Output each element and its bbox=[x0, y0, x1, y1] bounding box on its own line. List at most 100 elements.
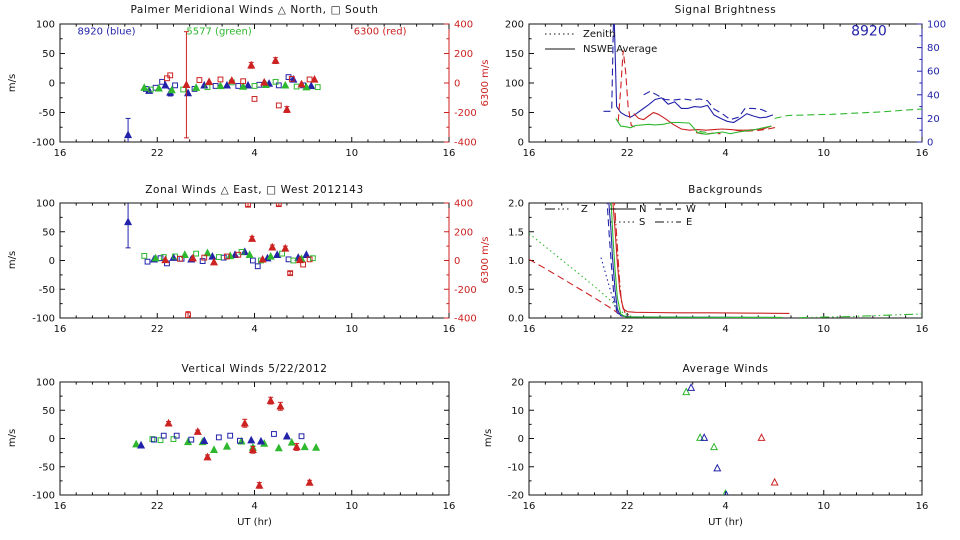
svg-text:22: 22 bbox=[621, 148, 634, 159]
svg-text:150: 150 bbox=[505, 49, 524, 60]
svg-text:16: 16 bbox=[523, 324, 536, 335]
svg-text:16: 16 bbox=[916, 148, 929, 159]
svg-text:4: 4 bbox=[722, 148, 728, 159]
brightness-title: Signal Brightness bbox=[674, 4, 777, 16]
svg-text:10: 10 bbox=[345, 501, 358, 512]
svg-text:40: 40 bbox=[927, 90, 940, 101]
svg-text:E: E bbox=[686, 217, 692, 228]
svg-text:1.5: 1.5 bbox=[508, 227, 524, 238]
backgrounds-title: Backgrounds bbox=[688, 184, 763, 196]
svg-text:NSWE Average: NSWE Average bbox=[583, 44, 657, 55]
svg-text:-200: -200 bbox=[454, 285, 477, 296]
svg-text:22: 22 bbox=[621, 324, 634, 335]
svg-text:10: 10 bbox=[817, 324, 830, 335]
svg-text:400: 400 bbox=[454, 199, 473, 210]
svg-text:-20: -20 bbox=[508, 491, 524, 502]
svg-text:22: 22 bbox=[151, 324, 164, 335]
svg-text:22: 22 bbox=[151, 148, 164, 159]
svg-text:10: 10 bbox=[345, 148, 358, 159]
average-y-axis-label: m/s bbox=[482, 428, 494, 448]
svg-text:50: 50 bbox=[42, 227, 55, 238]
svg-text:-400: -400 bbox=[454, 314, 477, 325]
svg-text:0: 0 bbox=[454, 79, 460, 90]
svg-text:-10: -10 bbox=[508, 462, 524, 473]
svg-text:-50: -50 bbox=[39, 108, 55, 119]
svg-text:60: 60 bbox=[927, 67, 940, 78]
svg-text:16: 16 bbox=[443, 501, 456, 512]
svg-text:20: 20 bbox=[511, 378, 524, 389]
vertical-y-axis-label: m/s bbox=[6, 428, 18, 448]
svg-text:2.0: 2.0 bbox=[508, 199, 524, 210]
svg-text:4: 4 bbox=[722, 501, 728, 512]
svg-text:6300 (red): 6300 (red) bbox=[354, 27, 407, 38]
svg-text:Z: Z bbox=[581, 204, 588, 215]
meridional-right-axis-label: 6300 m/s bbox=[479, 59, 491, 107]
average-title: Average Winds bbox=[682, 363, 769, 375]
svg-text:100: 100 bbox=[505, 79, 524, 90]
svg-text:10: 10 bbox=[817, 148, 830, 159]
svg-text:200: 200 bbox=[454, 227, 473, 238]
svg-text:0: 0 bbox=[454, 256, 460, 267]
svg-text:20: 20 bbox=[927, 114, 940, 125]
svg-text:1.0: 1.0 bbox=[508, 256, 524, 267]
svg-text:100: 100 bbox=[36, 20, 55, 31]
svg-text:5577 (green): 5577 (green) bbox=[186, 27, 251, 38]
svg-text:16: 16 bbox=[54, 148, 67, 159]
svg-text:0: 0 bbox=[518, 138, 524, 149]
svg-text:10: 10 bbox=[817, 501, 830, 512]
svg-text:4: 4 bbox=[251, 148, 257, 159]
svg-text:100: 100 bbox=[36, 199, 55, 210]
svg-text:50: 50 bbox=[511, 108, 524, 119]
svg-text:22: 22 bbox=[621, 501, 634, 512]
svg-text:8920 (blue): 8920 (blue) bbox=[78, 27, 136, 38]
svg-text:80: 80 bbox=[927, 43, 940, 54]
svg-text:S: S bbox=[639, 217, 645, 228]
average-x-axis-label: UT (hr) bbox=[708, 517, 743, 528]
plot-meridional: 16 22 4 10 16-100-50050100-400-2000200400892… bbox=[32, 20, 476, 160]
svg-text:0.5: 0.5 bbox=[508, 285, 524, 296]
svg-text:Zenith: Zenith bbox=[583, 29, 615, 40]
svg-text:-50: -50 bbox=[39, 285, 55, 296]
svg-text:-200: -200 bbox=[454, 108, 477, 119]
meridional-title: Palmer Meridional Winds △ North, □ South bbox=[130, 4, 379, 16]
svg-text:16: 16 bbox=[916, 501, 929, 512]
plot-backgrounds: 16 22 4 10 160.00.51.01.52.0 Z N WS E bbox=[508, 199, 929, 336]
meridional-y-axis-label: m/s bbox=[6, 73, 18, 93]
svg-text:10: 10 bbox=[511, 406, 524, 417]
svg-text:4: 4 bbox=[251, 324, 257, 335]
svg-text:100: 100 bbox=[927, 20, 946, 31]
svg-text:200: 200 bbox=[505, 20, 524, 31]
plot-signal-brightness: 16 22 4 10 160501001502000204060801008920Zen… bbox=[505, 20, 946, 160]
svg-text:-50: -50 bbox=[39, 462, 55, 473]
svg-text:22: 22 bbox=[151, 501, 164, 512]
svg-text:0: 0 bbox=[49, 434, 55, 445]
zonal-title: Zonal Winds △ East, □ West 2012143 bbox=[145, 184, 364, 196]
svg-text:W: W bbox=[686, 204, 696, 215]
svg-text:16: 16 bbox=[443, 324, 456, 335]
svg-text:16: 16 bbox=[916, 324, 929, 335]
svg-text:400: 400 bbox=[454, 20, 473, 31]
svg-text:100: 100 bbox=[36, 378, 55, 389]
svg-text:4: 4 bbox=[251, 501, 257, 512]
svg-text:-100: -100 bbox=[32, 314, 55, 325]
svg-text:10: 10 bbox=[345, 324, 358, 335]
svg-text:200: 200 bbox=[454, 49, 473, 60]
svg-text:N: N bbox=[639, 204, 646, 215]
svg-text:4: 4 bbox=[722, 324, 728, 335]
zonal-y-axis-label: m/s bbox=[6, 250, 18, 270]
svg-text:0.0: 0.0 bbox=[508, 314, 524, 325]
vertical-x-axis-label: UT (hr) bbox=[237, 517, 272, 528]
zonal-right-axis-label: 6300 m/s bbox=[479, 236, 491, 284]
svg-text:-400: -400 bbox=[454, 138, 477, 149]
svg-text:0: 0 bbox=[49, 79, 55, 90]
svg-text:0: 0 bbox=[518, 434, 524, 445]
svg-text:50: 50 bbox=[42, 49, 55, 60]
svg-text:16: 16 bbox=[54, 324, 67, 335]
svg-text:0: 0 bbox=[49, 256, 55, 267]
svg-text:16: 16 bbox=[523, 501, 536, 512]
svg-text:16: 16 bbox=[54, 501, 67, 512]
